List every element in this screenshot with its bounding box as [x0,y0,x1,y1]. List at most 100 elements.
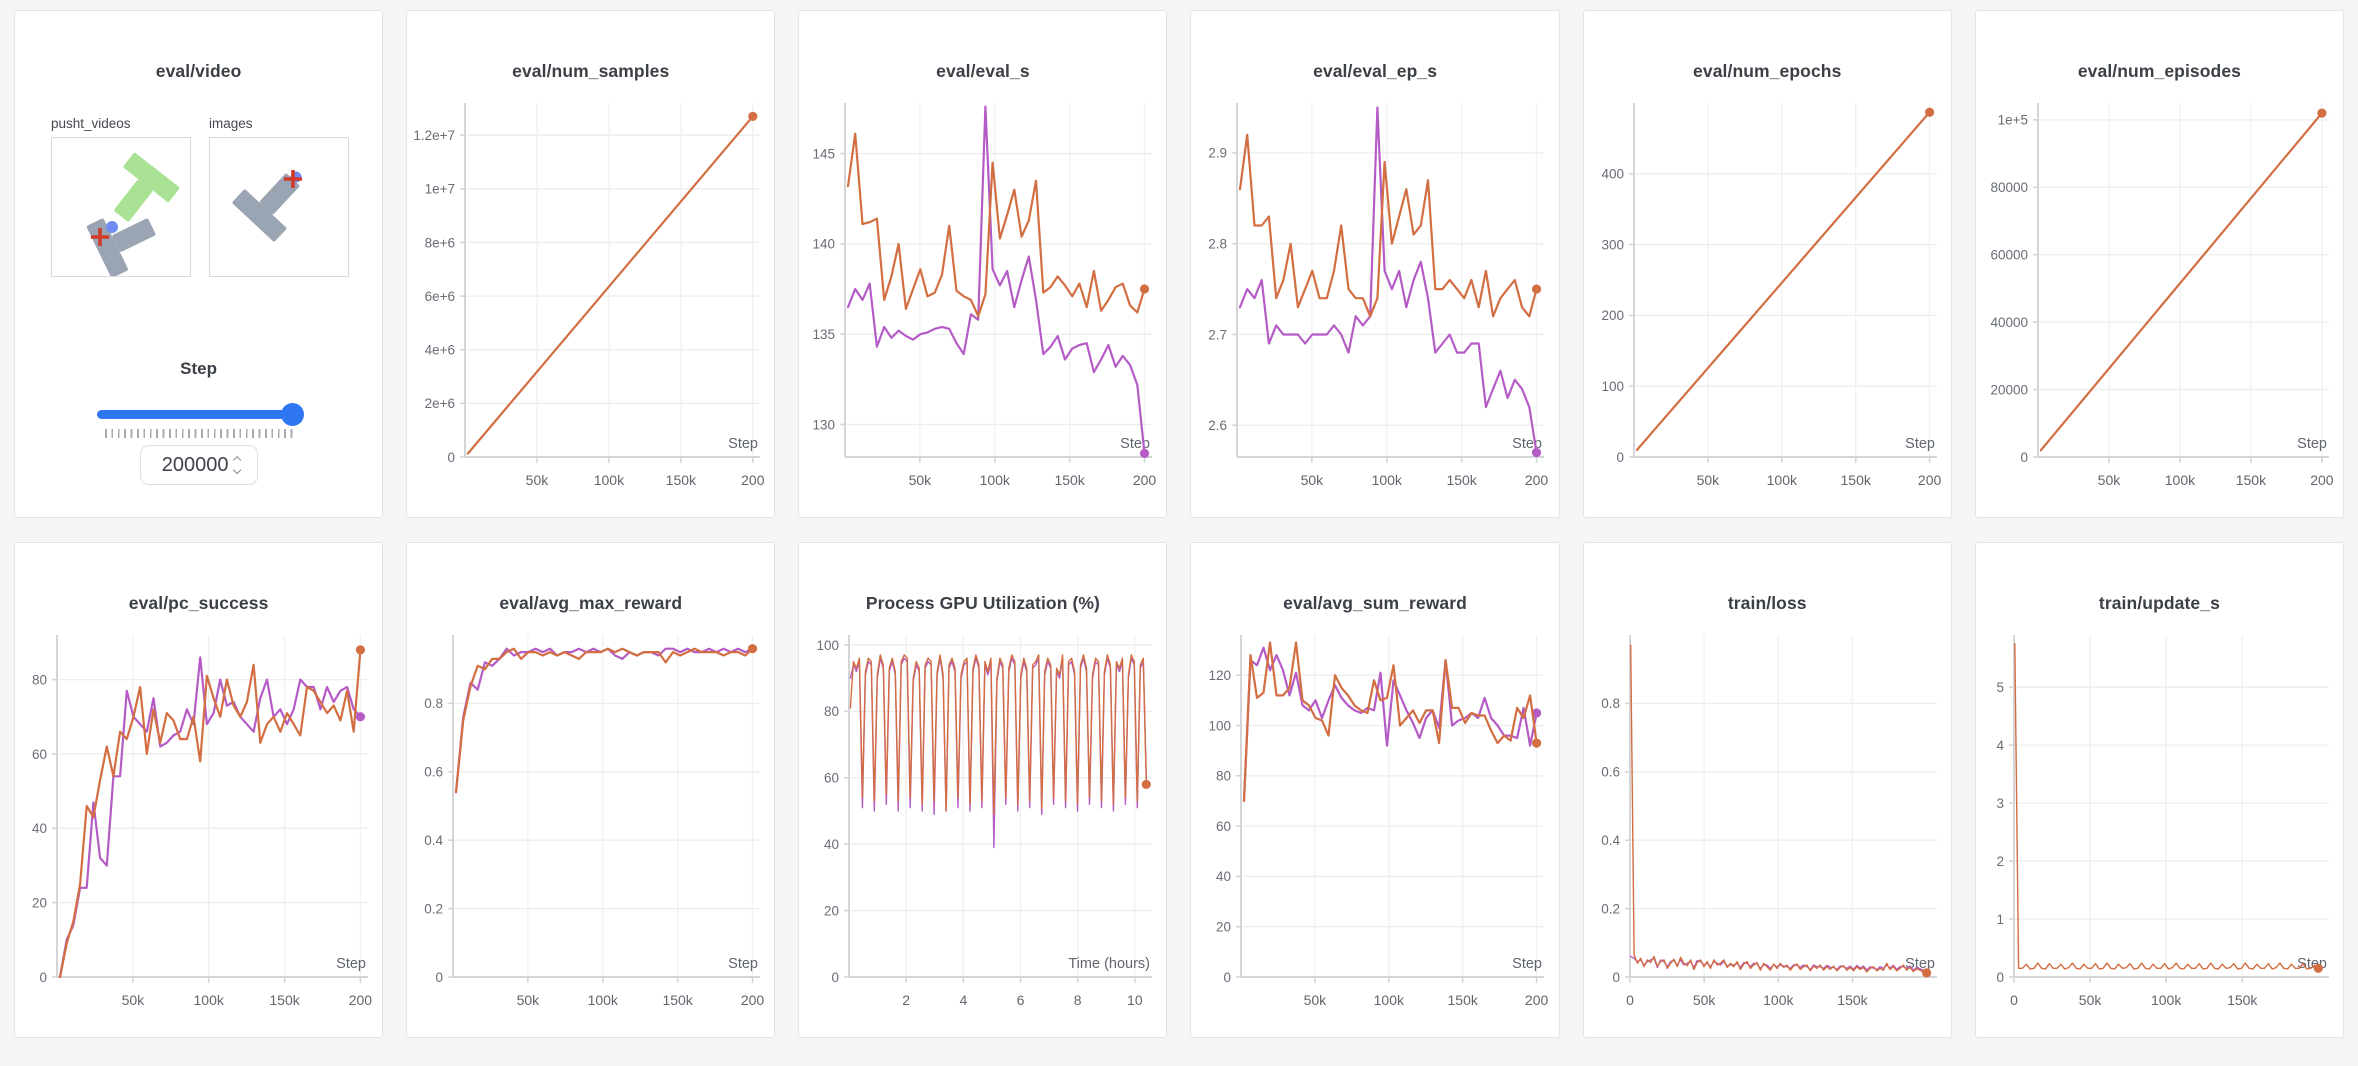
slider-thumb[interactable] [280,403,304,426]
panel-title: eval/num_episodes [2077,61,2241,81]
svg-text:100k: 100k [194,992,225,1008]
svg-text:150k: 150k [1448,992,1479,1008]
stepper-down-icon[interactable] [233,465,242,475]
svg-text:100k: 100k [1766,472,1797,488]
svg-text:0.4: 0.4 [424,833,443,848]
svg-text:100k: 100k [1372,472,1403,488]
step-slider-label: Step [180,359,217,378]
svg-text:80: 80 [32,672,47,687]
images-scene-graphic [232,170,302,242]
svg-text:80: 80 [1216,769,1231,784]
line-chart[interactable]: 0 0.2 0.4 0.6 0.8 50k 100k 150k 200 Step [407,627,774,1033]
stepper-up-icon[interactable] [233,455,242,465]
svg-text:140: 140 [813,237,836,252]
panel-train-loss[interactable]: train/loss 0 0.2 0.4 0.6 0.8 0 50k 100k 150k Step [1582,542,1952,1038]
panel-eval-num-epochs[interactable]: eval/num_epochs 0 100 200 300 400 50k 100k 150k… [1582,10,1952,518]
svg-text:Step: Step [336,956,366,972]
panel-gpu-utilization[interactable]: Process GPU Utilization (%) 0 20 40 60 80 100… [798,542,1168,1038]
svg-text:150k: 150k [2236,472,2267,488]
svg-text:300: 300 [1601,237,1624,252]
images-thumbnail[interactable] [209,137,349,277]
svg-text:0: 0 [1626,992,1634,1008]
svg-text:150k: 150k [1055,472,1086,488]
svg-text:50k: 50k [1304,992,1328,1008]
svg-text:8e+6: 8e+6 [425,235,455,250]
svg-text:10: 10 [1127,992,1143,1008]
line-chart[interactable]: 0 20000 40000 60000 80000 1e+5 50k 100k 150k 200 S… [1976,95,2343,513]
panel-eval-eval-ep-s[interactable]: eval/eval_ep_s 2.6 2.7 2.8 2.9 50k 100k 150k 20… [1190,10,1560,518]
svg-text:200: 200 [1525,992,1549,1008]
svg-text:4: 4 [1996,738,2004,753]
step-input-box[interactable] [139,445,258,485]
panel-eval-video[interactable]: eval/video pusht_videos images [14,10,384,518]
panel-eval-num-episodes[interactable]: eval/num_episodes 0 20000 40000 60000 80000 1… [1974,10,2344,518]
svg-text:0: 0 [39,970,47,985]
target-cross [91,228,109,246]
svg-text:40: 40 [1216,869,1231,884]
panel-title: Process GPU Utilization (%) [865,593,1100,613]
pusht-scene-graphic [86,152,180,276]
panel-eval-pc-success[interactable]: eval/pc_success 0 20 40 60 80 50k 100k 150k 200 S… [14,542,384,1038]
line-chart[interactable]: 0 20 40 60 80 100 2 4 6 8 10 Time (hours) [799,627,1166,1033]
svg-text:100k: 100k [1763,992,1794,1008]
svg-text:20: 20 [824,903,839,918]
svg-text:50k: 50k [1696,472,1720,488]
slider-track[interactable] [96,410,301,419]
svg-text:0: 0 [436,970,444,985]
line-chart[interactable]: 2.6 2.7 2.8 2.9 50k 100k 150k 200 Step [1191,95,1558,513]
svg-text:0.2: 0.2 [1601,901,1620,916]
line-chart[interactable]: 0 100 200 300 400 50k 100k 150k 200 Step [1584,95,1951,513]
svg-text:40: 40 [824,837,839,852]
svg-text:Step: Step [1905,956,1935,972]
line-chart[interactable]: 0 0.2 0.4 0.6 0.8 0 50k 100k 150k Step [1584,627,1951,1033]
svg-text:2: 2 [903,992,911,1008]
panel-title: eval/pc_success [128,593,269,613]
panel-title: eval/num_samples [512,61,670,81]
panel-title: eval/eval_ep_s [1313,61,1438,81]
panel-title: eval/avg_max_reward [499,593,683,613]
line-chart[interactable]: 0 2e+6 4e+6 6e+6 8e+6 1e+7 1.2e+7 50k 100k 150k 20… [407,95,774,513]
svg-text:150k: 150k [269,992,300,1008]
svg-text:Step: Step [728,436,758,452]
svg-text:200: 200 [741,992,765,1008]
stepper-icons[interactable] [233,455,242,475]
panel-title: train/loss [1727,593,1807,613]
svg-text:60: 60 [1216,819,1231,834]
svg-text:100: 100 [1601,379,1624,394]
panel-eval-eval-s[interactable]: eval/eval_s 130 135 140 145 50k 100k 150k 200 St… [798,10,1168,518]
line-chart[interactable]: 0 1 2 3 4 5 0 50k 100k 150k Step [1976,627,2343,1033]
line-chart[interactable]: 130 135 140 145 50k 100k 150k 200 Step [799,95,1166,513]
svg-text:20: 20 [32,895,47,910]
svg-text:150k: 150k [1840,472,1871,488]
svg-text:50k: 50k [1693,992,1717,1008]
svg-text:1e+5: 1e+5 [1997,113,2027,128]
svg-text:2.9: 2.9 [1209,146,1228,161]
panel-title: eval/avg_sum_reward [1283,593,1467,613]
svg-text:0.6: 0.6 [1601,765,1620,780]
media-key-label: pusht_videos [51,116,131,131]
panel-eval-avg-max-reward[interactable]: eval/avg_max_reward 0 0.2 0.4 0.6 0.8 50k 100k… [406,542,776,1038]
step-slider[interactable] [96,403,304,426]
svg-text:0: 0 [1616,450,1624,465]
panel-title: eval/eval_s [936,61,1030,81]
pusht-video-thumbnail[interactable] [51,137,191,277]
svg-text:1: 1 [1996,912,2004,927]
svg-text:50k: 50k [2079,992,2103,1008]
svg-text:200: 200 [1525,472,1549,488]
svg-text:0.8: 0.8 [424,696,443,711]
step-input[interactable] [156,453,229,477]
svg-text:50k: 50k [122,992,146,1008]
svg-text:Step: Step [1513,956,1543,972]
svg-text:100k: 100k [1374,992,1405,1008]
svg-text:135: 135 [813,327,836,342]
panel-eval-num-samples[interactable]: eval/num_samples 0 2e+6 4e+6 6e+6 8e+6 1e+7 1.… [406,10,776,518]
svg-text:200: 200 [741,472,765,488]
svg-text:50k: 50k [1301,472,1325,488]
panel-train-update-s[interactable]: train/update_s 0 1 2 3 4 5 0 50k 100k 150k Step [1974,542,2344,1038]
line-chart[interactable]: 0 20 40 60 80 50k 100k 150k 200 Step [15,627,382,1033]
svg-text:0.8: 0.8 [1601,696,1620,711]
svg-text:100: 100 [1209,718,1232,733]
line-chart[interactable]: 0 20 40 60 80 100 120 50k 100k 150k 200 Step [1191,627,1558,1033]
panel-eval-avg-sum-reward[interactable]: eval/avg_sum_reward 0 20 40 60 80 100 120 50k 10… [1190,542,1560,1038]
svg-text:200: 200 [1918,472,1942,488]
